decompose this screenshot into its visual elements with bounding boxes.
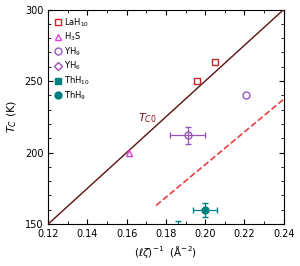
Text: $T_{C0}$: $T_{C0}$: [139, 111, 157, 125]
Y-axis label: $T_C$ (K): $T_C$ (K): [6, 100, 19, 133]
X-axis label: $(\ell \zeta)^{-1}$  $({\rm \AA}^{-2})$: $(\ell \zeta)^{-1}$ $({\rm \AA}^{-2})$: [134, 244, 197, 260]
Legend: LaH$_{10}$, H$_3$S, YH$_9$, YH$_6$, ThH$_{10}$, ThH$_9$: LaH$_{10}$, H$_3$S, YH$_9$, YH$_6$, ThH$…: [52, 14, 92, 104]
